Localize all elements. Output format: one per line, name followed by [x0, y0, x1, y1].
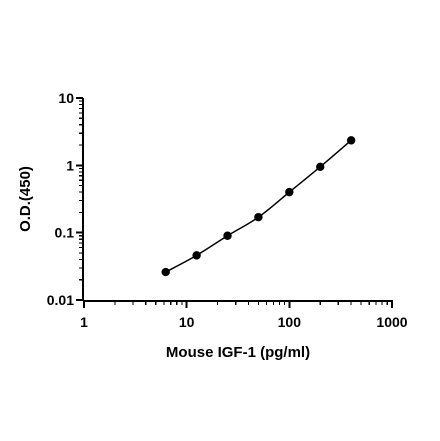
data-point-3: [254, 212, 263, 222]
data-point-0: [161, 267, 170, 277]
data-point-1: [192, 251, 201, 260]
plot-area: [161, 136, 356, 277]
x-axis-ticks: [83, 301, 393, 308]
data-point-5: [316, 162, 325, 172]
data-point-2: [223, 231, 232, 240]
data-points: [161, 136, 356, 277]
x-axis-title: Mouse IGF-1 (pg/ml): [166, 344, 310, 361]
x-axis-tick-labels: 1 10 100 1000: [80, 314, 408, 330]
y-axis-tick-labels: 0.01 0.1 1 10: [47, 90, 74, 308]
fit-curve: [165, 139, 352, 273]
y-tick-label-0: 0.01: [47, 292, 74, 308]
x-axis: 1 10 100 1000 Mouse IGF-1 (pg/ml): [80, 300, 408, 361]
x-tick-label-0: 1: [80, 314, 88, 330]
y-axis-ticks: [76, 97, 83, 301]
data-point-4: [285, 187, 294, 197]
y-axis-minor-ticks: [79, 100, 83, 281]
y-axis: 0.01 0.1 1 10 O.D.(450): [17, 90, 84, 308]
y-axis-title: O.D.(450): [17, 166, 34, 232]
y-tick-label-3: 10: [58, 90, 74, 106]
x-tick-label-3: 1000: [376, 314, 407, 330]
y-tick-label-2: 1: [66, 157, 74, 173]
x-tick-label-2: 100: [278, 314, 302, 330]
x-tick-label-1: 10: [179, 314, 195, 330]
x-axis-minor-ticks: [114, 301, 388, 305]
data-point-6: [346, 136, 356, 145]
y-tick-label-1: 0.1: [55, 225, 75, 241]
